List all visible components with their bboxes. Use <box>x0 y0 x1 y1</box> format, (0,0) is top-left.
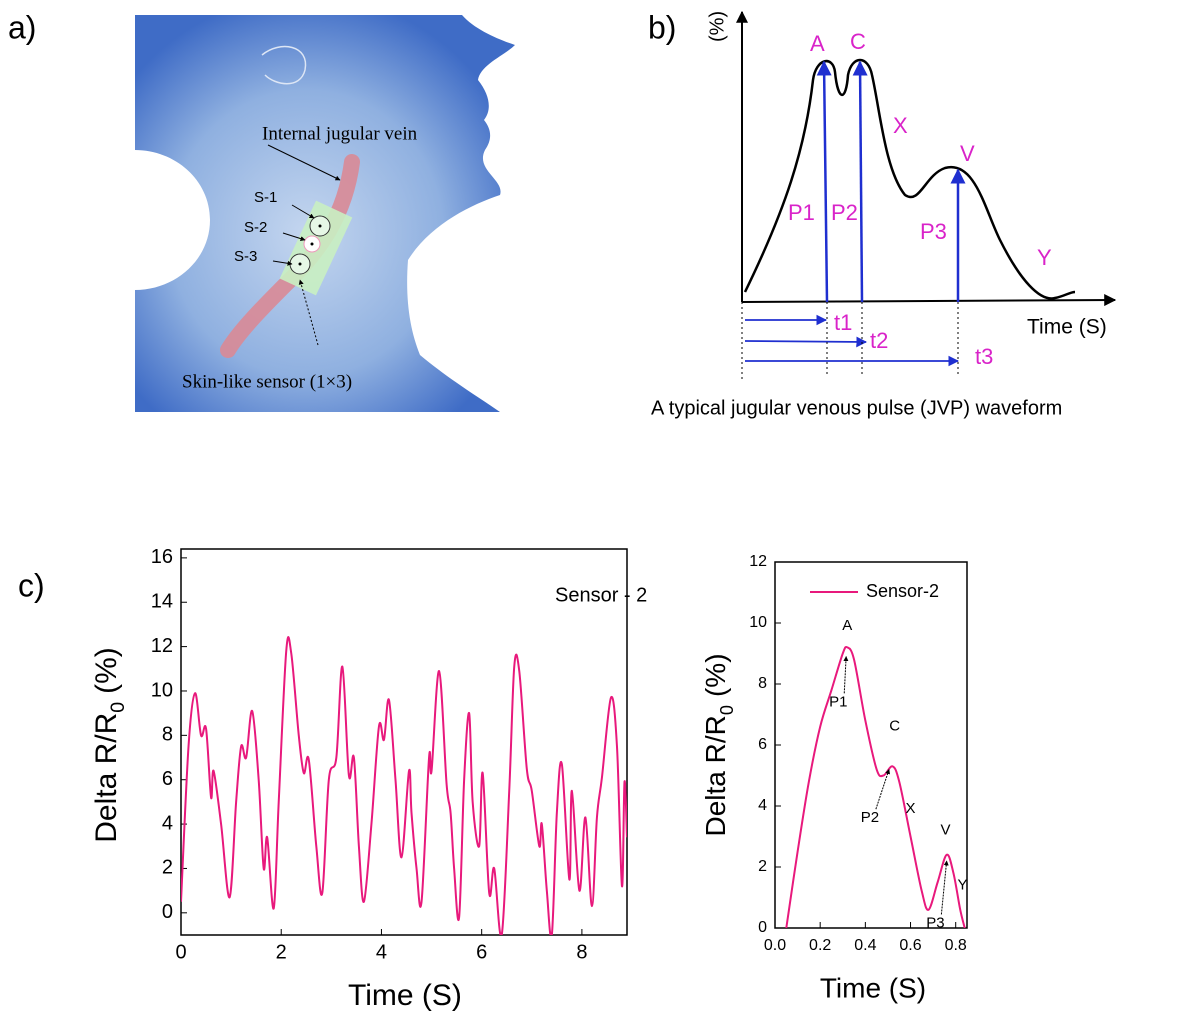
y-tick-label: 16 <box>151 546 173 568</box>
y-tick-label: 2 <box>758 858 767 875</box>
x-label: Time (S) <box>1027 316 1107 339</box>
wave-label: Y <box>1037 245 1052 270</box>
y-tick-label: 6 <box>162 768 173 790</box>
y-tick-label: 12 <box>749 553 767 570</box>
data-line <box>181 636 627 935</box>
annotation: P2 <box>861 809 879 826</box>
y-label-unit: (%) <box>90 647 123 694</box>
pressure-label: P1 <box>788 200 815 225</box>
y-label-unit: (%) <box>700 653 731 697</box>
x-tick-label: 0.0 <box>764 937 786 954</box>
wave-label: C <box>850 29 866 54</box>
y-label-text: Delta R/R <box>90 713 123 843</box>
ear-sketch <box>261 45 307 85</box>
annotation-arrow <box>875 768 891 810</box>
x-axis-label: Time (S) <box>348 979 462 1012</box>
plot-frame <box>180 548 628 936</box>
pressure-label: P2 <box>831 200 858 225</box>
sensor-caption: Skin-like sensor (1×3) <box>182 371 352 392</box>
y-tick-label: 14 <box>151 591 173 613</box>
x-tick-label: 0 <box>175 941 186 963</box>
x-tick-label: 8 <box>576 941 587 963</box>
y-tick-label: 2 <box>162 857 173 879</box>
y-tick-label: 0 <box>758 919 767 936</box>
sensor-label: S-2 <box>244 219 267 236</box>
y-tick-label: 6 <box>758 736 767 753</box>
x-tick-label: 0.8 <box>945 937 967 954</box>
annotation: Y <box>957 876 967 893</box>
y-tick-label: 4 <box>758 797 767 814</box>
sensor-label: S-1 <box>254 189 277 206</box>
annotation-arrow <box>843 656 849 694</box>
vein-label: Internal jugular vein <box>262 123 418 144</box>
y-tick-label: 0 <box>162 901 173 923</box>
annotation: P3 <box>926 914 944 931</box>
legend-label: Sensor-2 <box>866 581 939 601</box>
y-label-sub: 0 <box>107 702 129 713</box>
panel-label: c) <box>18 567 45 603</box>
x-axis-label: Time (S) <box>820 972 926 1003</box>
x-tick-label: 4 <box>376 941 387 963</box>
annotation: V <box>941 821 951 838</box>
plot-frame <box>774 561 968 929</box>
annotation: P1 <box>829 693 847 710</box>
wave-label: X <box>893 113 908 138</box>
x-tick-label: 0.6 <box>899 937 921 954</box>
y-tick-label: 10 <box>151 679 173 701</box>
x-tick-label: 0.4 <box>854 937 876 954</box>
sensor-label: S-3 <box>234 248 257 265</box>
y-tick-label: 4 <box>162 812 173 834</box>
caption: A typical jugular venous pulse (JVP) wav… <box>651 397 1062 419</box>
axis <box>741 294 1117 307</box>
annotation: A <box>842 617 852 634</box>
wave-label: A <box>810 31 825 56</box>
y-unit: (%) <box>706 11 728 42</box>
time-label: t2 <box>870 328 888 353</box>
time-label: t1 <box>834 310 852 335</box>
wave-label: V <box>960 141 975 166</box>
y-tick-label: 12 <box>151 635 173 657</box>
y-tick-label: 8 <box>162 724 173 746</box>
y-axis-label: Delta R/R0 (%) <box>90 647 129 843</box>
legend-label: Sensor - 2 <box>555 584 647 606</box>
schematic-waveform <box>743 58 1076 300</box>
y-label-text: Delta R/R <box>700 715 731 836</box>
panel-label: a) <box>8 9 36 45</box>
y-tick-label: 8 <box>758 675 767 692</box>
y-label-sub: 0 <box>717 705 737 715</box>
y-axis-label: Delta R/R0 (%) <box>700 653 736 836</box>
x-tick-label: 2 <box>276 941 287 963</box>
data-line <box>785 645 966 928</box>
x-tick-label: 0.2 <box>809 937 831 954</box>
annotation: X <box>906 800 916 817</box>
panel-label: b) <box>648 9 676 45</box>
x-tick-label: 6 <box>476 941 487 963</box>
time-label: t3 <box>975 344 993 369</box>
y-tick-label: 10 <box>749 614 767 631</box>
pressure-label: P3 <box>920 219 947 244</box>
annotation: C <box>889 718 900 735</box>
